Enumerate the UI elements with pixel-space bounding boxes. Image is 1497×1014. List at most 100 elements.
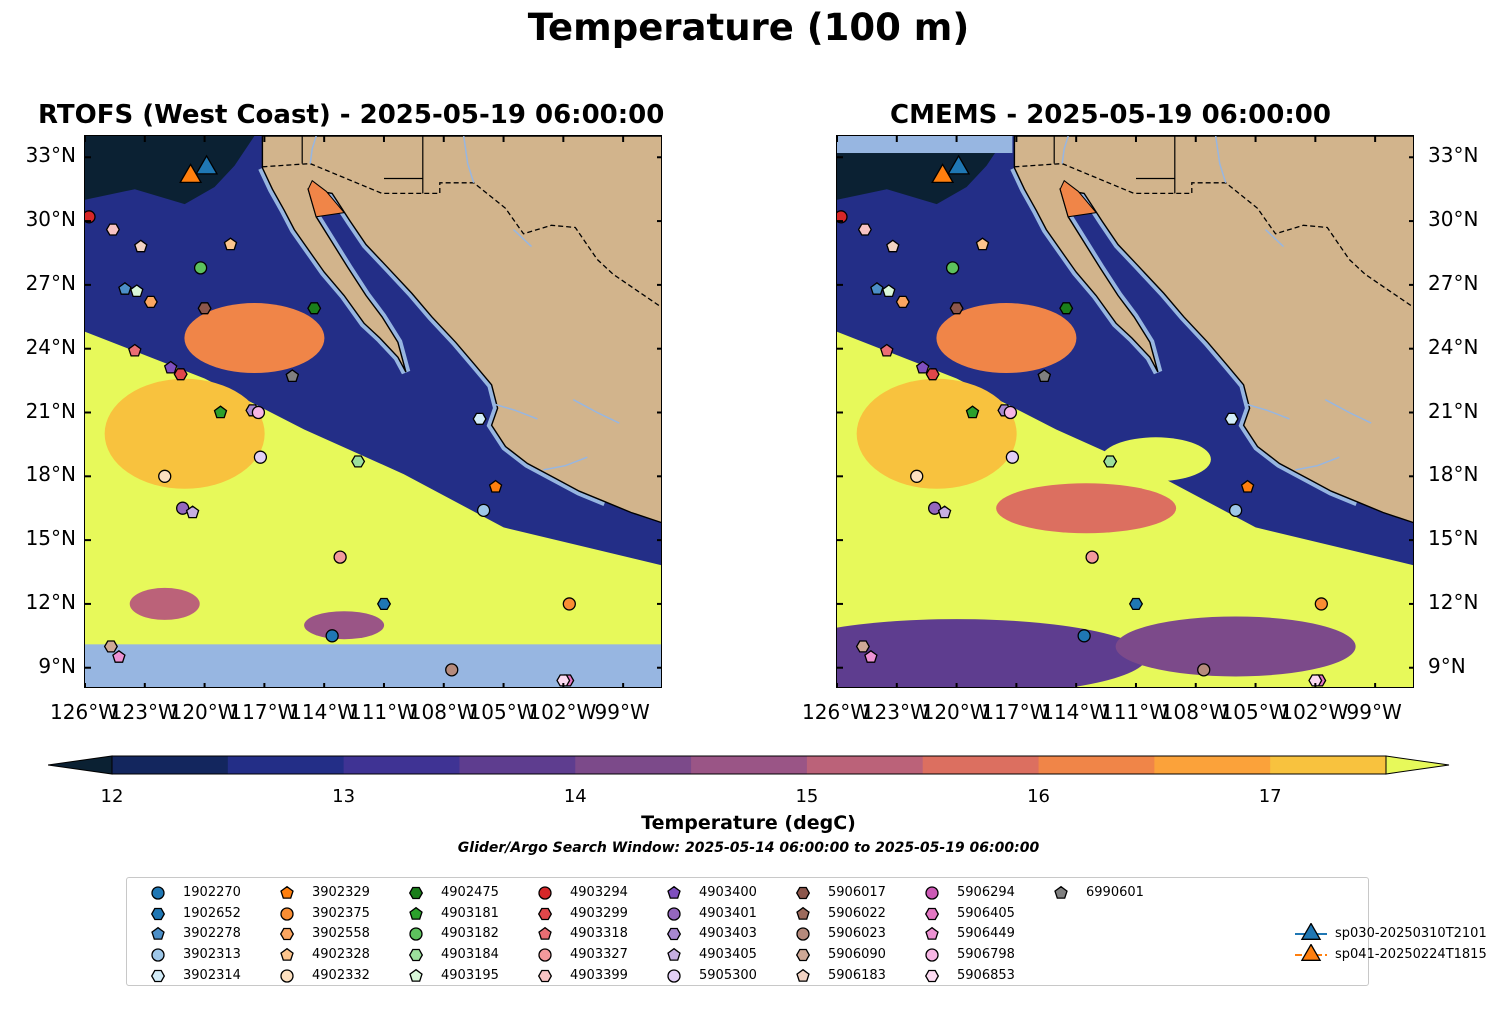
colorbar-segment [1038, 756, 1155, 774]
colorbar-segment [922, 756, 1040, 774]
legend-label: 4902332 [312, 967, 370, 983]
colorbar-extend-high [1385, 755, 1450, 775]
marker-4903400 [915, 360, 930, 374]
legend-label: 5906023 [828, 926, 886, 942]
lon-tick: 102°W [1280, 700, 1349, 724]
legend-marker-1902652 [150, 907, 166, 920]
legend-label: 4902328 [312, 947, 370, 963]
land [261, 136, 661, 524]
legend-marker-4903327 [538, 948, 552, 962]
map-cmems[interactable] [836, 135, 1414, 688]
legend-marker-4903184 [408, 948, 424, 962]
lat-tick-right: 21°N [1428, 398, 1479, 423]
legend-label: 3902329 [312, 885, 370, 900]
marker-4903195 [130, 284, 144, 298]
colorbar-segment [227, 756, 345, 774]
legend-label: 5906853 [957, 967, 1015, 983]
lon-tick: 99°W [594, 700, 650, 724]
lon-tick: 114°W [289, 700, 358, 724]
lat-tick-right: 12°N [1428, 589, 1479, 614]
marker-4903405 [937, 505, 952, 519]
lat-tick-right: 33°N [1428, 143, 1479, 168]
marker-1902270 [1077, 629, 1091, 643]
search-window-note: Glider/Argo Search Window: 2025-05-14 06… [457, 840, 1040, 856]
marker-4903299 [173, 368, 188, 381]
panel-title-rtofs: RTOFS (West Coast) - 2025-05-19 06:00:00 [38, 100, 665, 130]
marker-4903294 [85, 210, 96, 224]
legend-label: 4903294 [570, 885, 628, 900]
colorbar-tick-label: 15 [795, 786, 819, 807]
lon-tick: 120°W [921, 700, 990, 724]
marker-4903327 [1085, 550, 1099, 564]
lat-tick-left: 9°N [38, 653, 76, 678]
legend-label: 3902313 [183, 947, 241, 963]
marker-4903318 [880, 343, 894, 357]
marker-4903182 [945, 261, 960, 275]
marker-5905300 [253, 450, 268, 464]
colorbar-label: Temperature (degC) [641, 812, 856, 834]
platform-markers [85, 154, 576, 687]
legend-marker-6990601 [1054, 885, 1068, 899]
legend-label: 4903399 [570, 967, 628, 983]
legend-label: 4903318 [570, 926, 628, 942]
legend-label: sp030-20250310T2101 [1335, 926, 1487, 942]
map-rtofs[interactable] [84, 135, 662, 688]
legend-marker-3902375 [280, 907, 294, 921]
colorbar-tick-label: 13 [332, 786, 356, 807]
marker-3902329 [488, 479, 503, 493]
marker-3902558 [143, 295, 158, 309]
legend-label: 4903401 [699, 905, 757, 921]
colorbar-segment [112, 756, 229, 774]
legend-marker-4903294 [538, 886, 552, 900]
marker-1902270 [325, 629, 339, 643]
legend-label: 4903299 [570, 905, 628, 921]
lon-tick: 105°W [468, 700, 537, 724]
marker-4903399 [857, 223, 872, 236]
lat-tick-right: 30°N [1428, 207, 1479, 232]
marker-3902313 [476, 503, 491, 517]
legend-label: 5906017 [828, 885, 886, 900]
panel-title-cmems: CMEMS - 2025-05-19 06:00:00 [890, 100, 1331, 130]
legend-marker-3902329 [280, 885, 294, 899]
marker-4903299 [925, 368, 940, 381]
land [1013, 136, 1413, 524]
marker-4902332 [158, 469, 172, 483]
legend-marker-5906798 [925, 948, 939, 962]
marker-4903182 [193, 261, 208, 275]
legend-marker-3902558 [279, 928, 295, 941]
lat-tick-left: 24°N [25, 334, 76, 359]
legend-marker-4903181 [409, 906, 423, 920]
marker-1902652 [376, 597, 392, 611]
marker-5906023 [445, 663, 459, 677]
lat-tick-right: 9°N [1428, 653, 1466, 678]
lat-tick-right: 15°N [1428, 526, 1479, 551]
marker-4903184 [1103, 455, 1118, 468]
marker-5906183 [886, 239, 900, 253]
legend-marker-sp030-20250310T2101 [1300, 923, 1322, 941]
legend-marker-5906853 [924, 969, 940, 982]
legend-label: sp041-20250224T1815 [1335, 947, 1487, 963]
legend-marker-4902475 [408, 886, 424, 900]
marker-sp030-20250310T2101 [947, 154, 971, 175]
lon-tick: 102°W [528, 700, 597, 724]
legend-label: 4903405 [699, 947, 757, 963]
legend-marker-3902313 [151, 948, 165, 962]
marker-4903181 [965, 405, 980, 419]
marker-6990601 [1037, 369, 1052, 383]
lon-tick: 120°W [169, 700, 238, 724]
legend-label: 5906449 [957, 926, 1015, 942]
marker-5906853 [1308, 674, 1323, 687]
lat-tick-left: 15°N [25, 526, 76, 551]
marker-3902278 [118, 281, 132, 295]
colorbar-segment [691, 756, 808, 774]
marker-3902558 [895, 295, 910, 309]
legend-label: 6990601 [1086, 885, 1144, 900]
legend-marker-4903195 [409, 968, 423, 982]
marker-4903318 [128, 343, 142, 357]
legend-marker-3902314 [150, 969, 166, 982]
colorbar-segment [343, 756, 460, 774]
legend-label: 4903181 [441, 905, 499, 921]
marker-sp041-20250224T1815 [179, 163, 203, 184]
marker-5906798 [251, 405, 266, 420]
marker-4902328 [975, 237, 990, 251]
